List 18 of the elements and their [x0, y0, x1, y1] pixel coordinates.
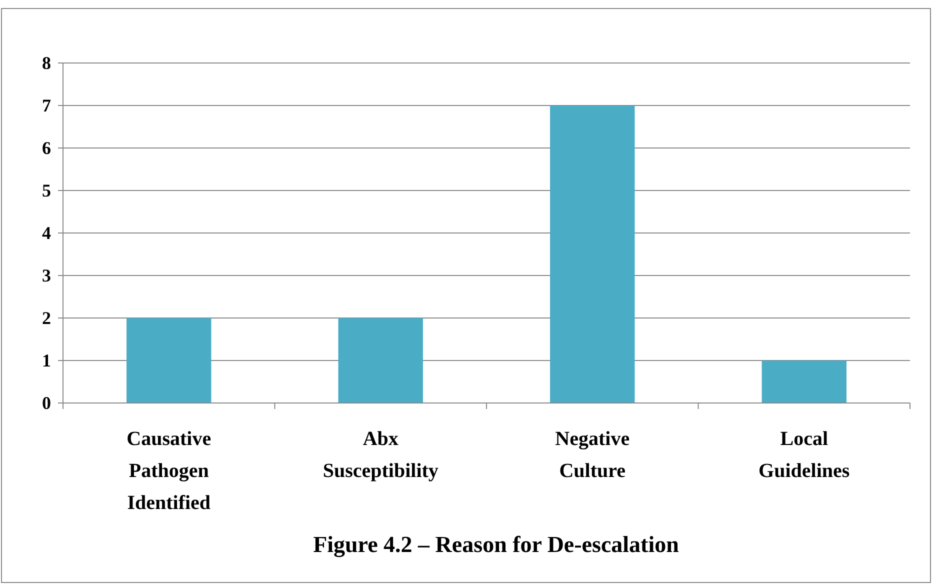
x-tick-label: Abx Susceptibility [322, 428, 438, 482]
y-tick-label: 2 [42, 308, 51, 328]
y-tick-label: 1 [42, 350, 51, 370]
bar [550, 106, 635, 403]
y-tick-label: 0 [42, 392, 51, 413]
y-tick-label: 4 [42, 222, 51, 243]
x-tick-label: Negative Culture [555, 428, 630, 482]
text: Figure 4.2 – Reason for De-escalation [313, 532, 680, 558]
bar [338, 318, 423, 403]
y-tick-label: 3 [42, 265, 51, 286]
x-tick-label: Local Guidelines [758, 428, 850, 482]
y-tick-label: 8 [42, 52, 51, 73]
y-tick-label: 6 [42, 138, 51, 158]
y-tick-label: 7 [42, 95, 51, 116]
y-tick-label: 5 [42, 180, 51, 200]
bar [762, 360, 846, 403]
bar [126, 318, 212, 403]
x-tick-label: Causative Pathogen Identified [126, 428, 212, 514]
